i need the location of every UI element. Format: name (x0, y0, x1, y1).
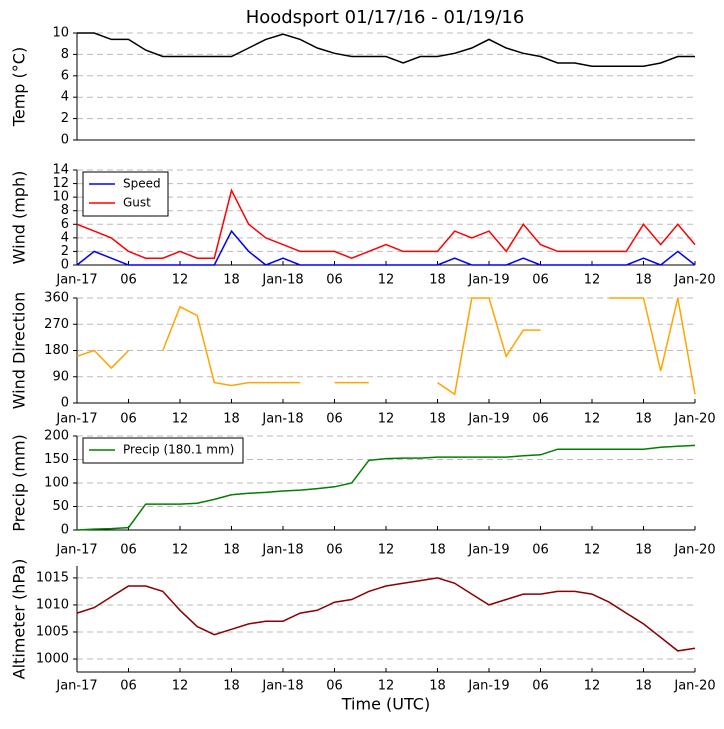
x-tick-label: Jan-17 (55, 412, 97, 427)
x-tick-label: Jan-20 (673, 543, 715, 558)
chart-title: Hoodsport 01/17/16 - 01/19/16 (246, 7, 525, 28)
x-tick-label: 06 (120, 679, 137, 694)
x-tick-label: 18 (429, 412, 446, 427)
data-line (77, 32, 695, 67)
y-tick-label: 0 (61, 396, 69, 411)
x-tick-label: 06 (532, 679, 549, 694)
y-tick-label: 150 (44, 452, 69, 467)
x-tick-label: Jan-18 (261, 273, 303, 288)
y-axis-label: Temp (°C) (10, 47, 29, 127)
y-tick-label: 0 (61, 133, 69, 148)
x-tick-label: 06 (120, 273, 137, 288)
y-tick-label: 10 (52, 26, 69, 41)
x-tick-label: 18 (429, 679, 446, 694)
x-tick-label: 18 (635, 412, 652, 427)
x-tick-label: 12 (172, 412, 189, 427)
data-line (76, 188, 696, 260)
x-tick-label: Jan-19 (467, 412, 509, 427)
x-tick-label: 06 (532, 543, 549, 558)
y-tick-label: 8 (61, 47, 69, 62)
x-tick-label: Jan-20 (673, 412, 715, 427)
x-tick-label: 18 (429, 273, 446, 288)
legend-label: Gust (123, 196, 151, 210)
y-tick-label: 1005 (36, 624, 69, 639)
x-tick-label: 18 (223, 679, 240, 694)
y-tick-label: 2 (61, 244, 69, 259)
x-tick-label: 12 (172, 679, 189, 694)
x-tick-label: Jan-19 (467, 273, 509, 288)
data-line (76, 577, 696, 652)
x-tick-label: 18 (635, 543, 652, 558)
x-tick-label: Jan-18 (261, 679, 303, 694)
x-tick-label: 12 (584, 412, 601, 427)
x-tick-label: 18 (223, 543, 240, 558)
x-tick-label: 06 (120, 412, 137, 427)
y-tick-label: 6 (61, 68, 69, 83)
x-tick-label: Jan-19 (467, 543, 509, 558)
y-tick-label: 0 (61, 523, 69, 538)
y-tick-label: 360 (44, 291, 69, 306)
y-tick-label: 1010 (36, 597, 69, 612)
y-axis-label: Wind Direction (10, 292, 29, 410)
y-tick-label: 6 (61, 217, 69, 232)
x-tick-label: 06 (326, 679, 343, 694)
x-tick-label: 06 (326, 543, 343, 558)
x-tick-label: 12 (378, 273, 395, 288)
legend-box (82, 171, 169, 217)
x-tick-label: 06 (532, 273, 549, 288)
y-tick-label: 2 (61, 111, 69, 126)
y-tick-label: 270 (44, 317, 69, 332)
x-tick-label: 12 (584, 273, 601, 288)
x-tick-label: Jan-17 (55, 679, 97, 694)
x-tick-label: 12 (584, 679, 601, 694)
x-tick-label: 18 (223, 273, 240, 288)
x-tick-label: 18 (635, 679, 652, 694)
y-tick-label: 4 (61, 90, 69, 105)
x-tick-label: 12 (172, 273, 189, 288)
x-tick-label: Jan-18 (261, 543, 303, 558)
y-tick-label: 4 (61, 230, 69, 245)
x-tick-label: 06 (326, 412, 343, 427)
x-tick-label: 18 (223, 412, 240, 427)
x-tick-label: 06 (326, 273, 343, 288)
x-tick-label: Jan-17 (55, 273, 97, 288)
legend-label: Precip (180.1 mm) (123, 443, 234, 457)
data-line (76, 444, 696, 531)
y-tick-label: 12 (52, 176, 69, 191)
x-tick-label: 12 (378, 412, 395, 427)
y-axis-label: Altimeter (hPa) (10, 559, 29, 680)
x-tick-label: 12 (584, 543, 601, 558)
y-tick-label: 1015 (36, 570, 69, 585)
y-tick-label: 8 (61, 203, 69, 218)
y-tick-label: 50 (52, 499, 69, 514)
x-tick-label: 18 (429, 543, 446, 558)
x-tick-label: 18 (635, 273, 652, 288)
data-line (76, 229, 696, 266)
x-tick-label: 12 (172, 543, 189, 558)
y-axis-label: Wind (mph) (10, 171, 29, 265)
x-tick-label: 06 (532, 412, 549, 427)
x-tick-label: 06 (120, 543, 137, 558)
x-tick-label: 12 (378, 679, 395, 694)
x-tick-label: 12 (378, 543, 395, 558)
y-tick-label: 1000 (36, 652, 69, 667)
y-tick-label: 90 (52, 369, 69, 384)
y-tick-label: 10 (52, 190, 69, 205)
legend-label: Speed (123, 177, 161, 191)
y-tick-label: 100 (44, 476, 69, 491)
x-tick-label: Jan-17 (55, 543, 97, 558)
y-axis-label: Precip (mm) (10, 434, 29, 532)
y-tick-label: 200 (44, 429, 69, 444)
x-tick-label: Jan-20 (673, 273, 715, 288)
x-tick-label: Jan-20 (673, 679, 715, 694)
data-line (76, 297, 696, 396)
y-tick-label: 180 (44, 343, 69, 358)
x-axis-label: Time (UTC) (341, 695, 430, 714)
x-tick-label: Jan-19 (467, 679, 509, 694)
y-tick-label: 14 (52, 163, 69, 178)
y-tick-label: 0 (61, 258, 69, 273)
x-tick-label: Jan-18 (261, 412, 303, 427)
